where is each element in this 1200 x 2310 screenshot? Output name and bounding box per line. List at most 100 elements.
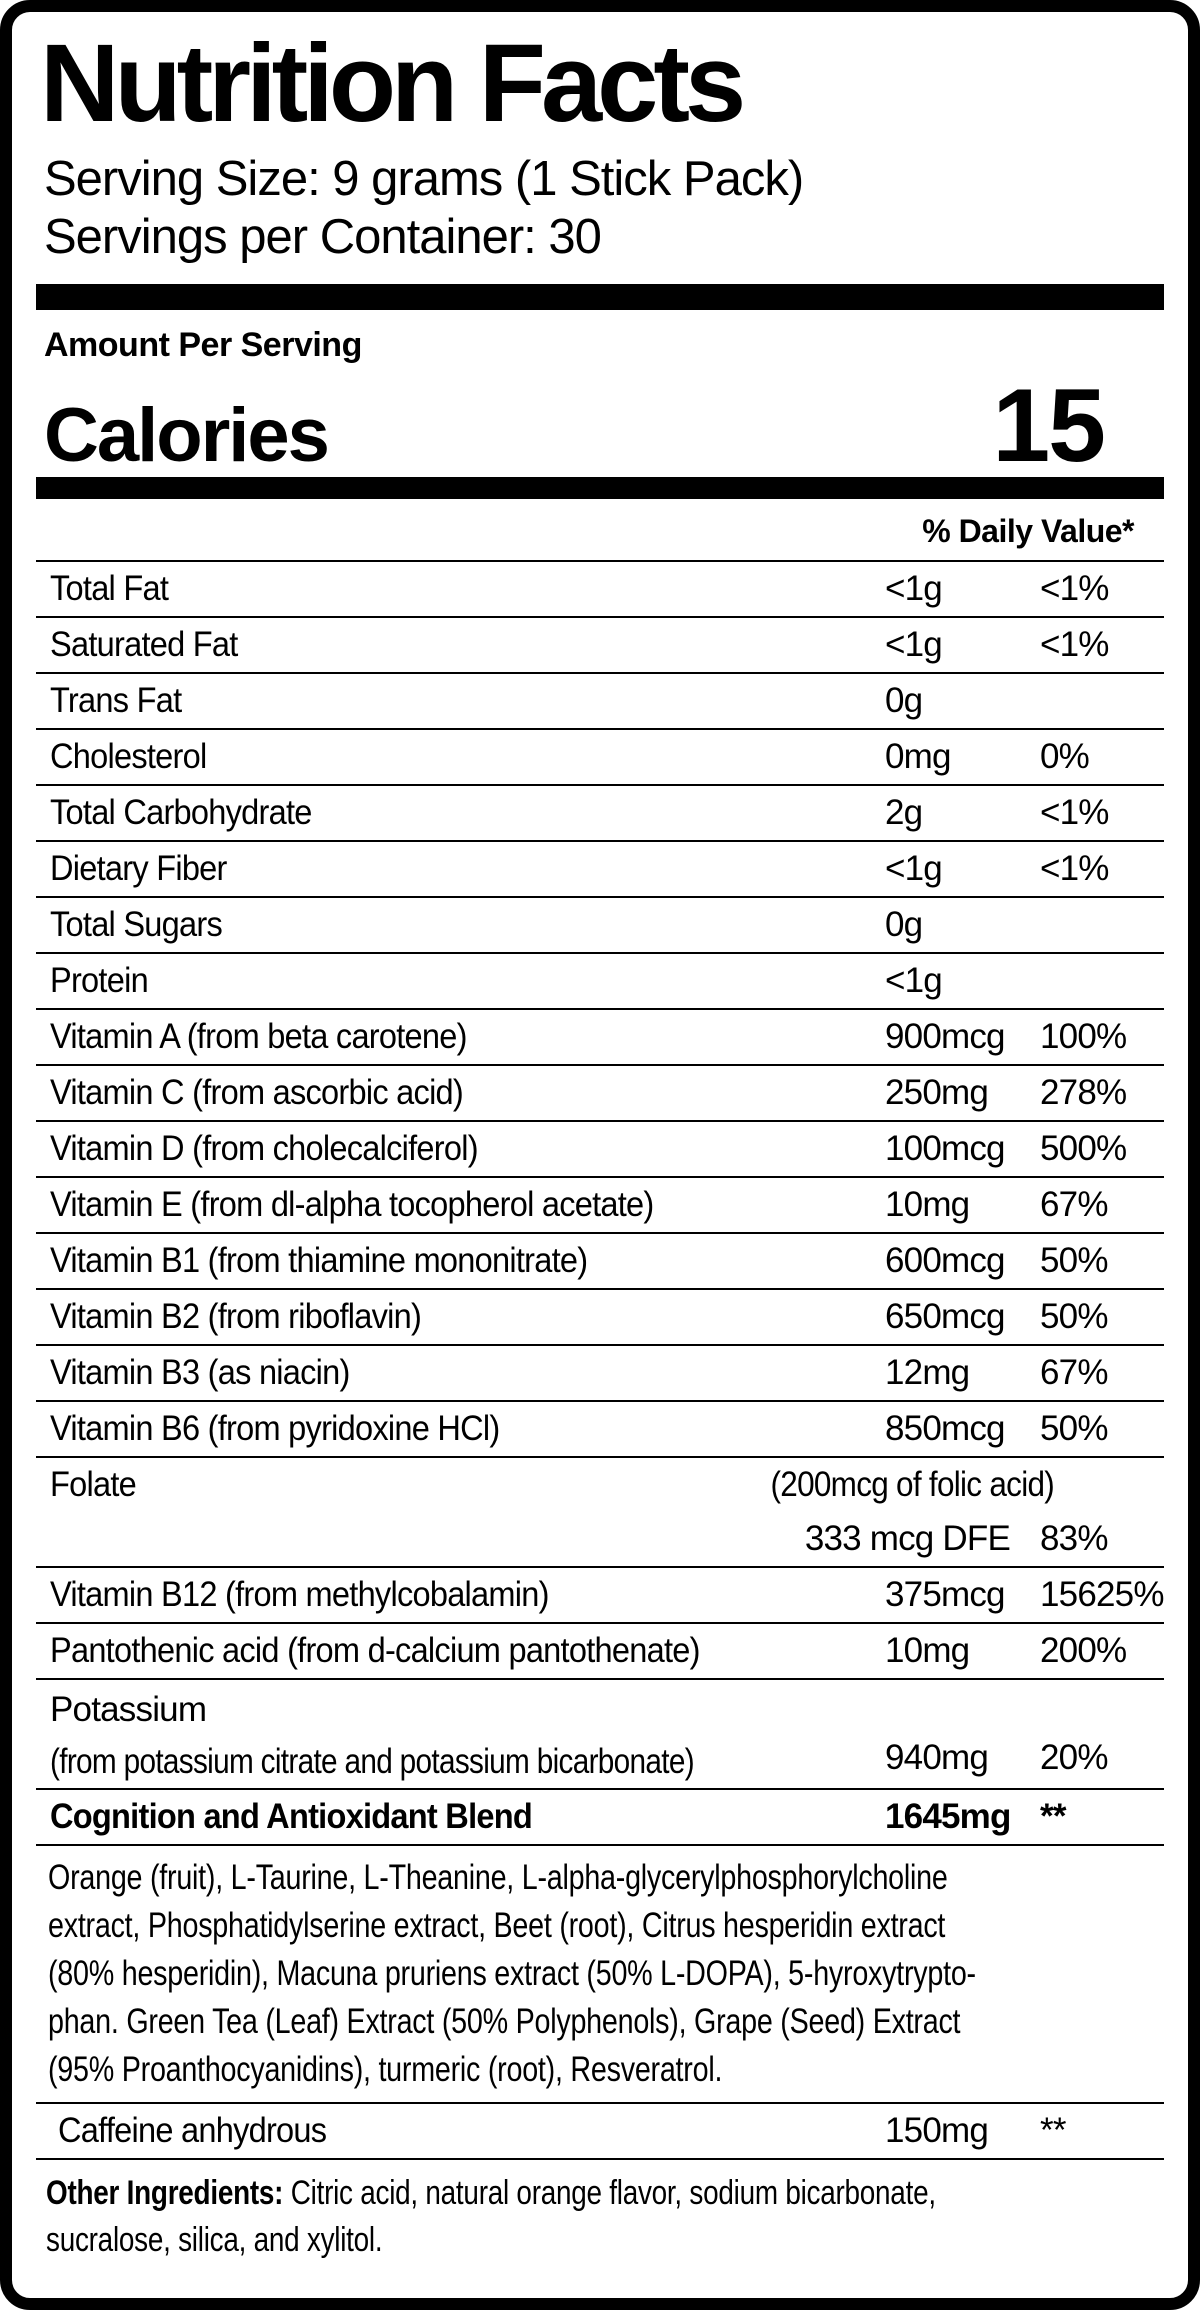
nutrient-amount: <1g <box>885 625 943 664</box>
blend-ingredients-line: Orange (fruit), L-Taurine, L-Theanine, L… <box>48 1858 948 1897</box>
nutrient-dv: 500% <box>1040 1129 1127 1168</box>
nutrient-name: Vitamin C (from ascorbic acid) <box>50 1073 464 1112</box>
other-ingredients-line: Other Ingredients: Citric acid, natural … <box>46 2170 1164 2217</box>
nutrient-row: Total Fat <1g <1% <box>36 562 1164 618</box>
nutrient-dv: 50% <box>1040 1409 1108 1448</box>
nutrient-amount: 2g <box>885 793 923 832</box>
other-ingredients-text: Citric acid, natural orange flavor, sodi… <box>290 2174 936 2212</box>
nutrient-dv: 278% <box>1040 1073 1127 1112</box>
blend-name: Cognition and Antioxidant Blend <box>50 1797 533 1836</box>
nutrient-amount: <1g <box>885 569 943 608</box>
blend-dv: ** <box>1040 1797 1066 1836</box>
nutrient-amount: 375mcg <box>885 1575 1006 1614</box>
blend-ingredients-line: extract, Phosphatidylserine extract, Bee… <box>48 1906 946 1945</box>
nutrient-name: Folate <box>50 1465 137 1504</box>
calories-row: Calories 15 <box>44 367 1106 484</box>
nutrient-dv: 200% <box>1040 1631 1127 1670</box>
nutrient-row: Vitamin B2 (from riboflavin) 650mcg 50% <box>36 1290 1164 1346</box>
nutrient-row: Total Carbohydrate 2g <1% <box>36 786 1164 842</box>
nutrient-dv: <1% <box>1040 849 1109 888</box>
nutrient-name: Vitamin B6 (from pyridoxine HCl) <box>50 1409 500 1448</box>
nutrient-amount: 600mcg <box>885 1241 1006 1280</box>
nutrient-name: Caffeine anhydrous <box>58 2111 327 2150</box>
nutrient-amount: 850mcg <box>885 1409 1006 1448</box>
servings-per-container-text: Servings per Container: 30 <box>44 210 602 264</box>
nutrient-dv: 100% <box>1040 1017 1127 1056</box>
nutrient-row: Vitamin B6 (from pyridoxine HCl) 850mcg … <box>36 1402 1164 1458</box>
nutrient-amount: 900mcg <box>885 1017 1006 1056</box>
nutrient-dv: 67% <box>1040 1353 1108 1392</box>
serving-size-text: Serving Size: 9 grams (1 Stick Pack) <box>44 152 804 206</box>
nutrient-amount: 0g <box>885 681 923 720</box>
nutrient-name: Total Fat <box>50 569 169 608</box>
nutrient-row: Vitamin B12 (from methylcobalamin) 375mc… <box>36 1568 1164 1624</box>
nutrient-row: Pantothenic acid (from d-calcium pantoth… <box>36 1624 1164 1680</box>
nutrient-name: Pantothenic acid (from d-calcium pantoth… <box>50 1631 700 1670</box>
nutrient-dv: ** <box>1040 2111 1066 2150</box>
nutrient-amount: 10mg <box>885 1185 970 1224</box>
nutrient-row: Vitamin A (from beta carotene) 900mcg 10… <box>36 1010 1164 1066</box>
nutrient-amount: <1g <box>885 849 943 888</box>
nutrient-name: Vitamin B3 (as niacin) <box>50 1353 350 1392</box>
amount-per-serving-label: Amount Per Serving <box>44 326 362 364</box>
nutrient-dv: 67% <box>1040 1185 1108 1224</box>
nutrient-name: Potassium (from potassium citrate and po… <box>50 1680 885 1788</box>
nutrient-dv: 20% <box>1040 1738 1108 1777</box>
nutrient-name: Saturated Fat <box>50 625 238 664</box>
nutrient-name: Dietary Fiber <box>50 849 227 888</box>
nutrient-row: Total Sugars 0g <box>36 898 1164 954</box>
potassium-row: Potassium (from potassium citrate and po… <box>36 1680 1164 1790</box>
nutrient-name: Vitamin B2 (from riboflavin) <box>50 1297 422 1336</box>
nutrient-table: Total Fat <1g <1% Saturated Fat <1g <1% … <box>36 562 1164 1846</box>
nutrient-name: Total Carbohydrate <box>50 793 312 832</box>
daily-value-header: % Daily Value* <box>36 499 1164 562</box>
nutrient-amount: 250mg <box>885 1073 989 1112</box>
nutrient-row: Vitamin D (from cholecalciferol) 100mcg … <box>36 1122 1164 1178</box>
nutrient-name: Vitamin B12 (from methylcobalamin) <box>50 1575 549 1614</box>
nutrient-amount: <1g <box>885 961 943 1000</box>
nutrient-row: Vitamin B1 (from thiamine mononitrate) 6… <box>36 1234 1164 1290</box>
nutrient-amount: 0g <box>885 905 923 944</box>
nutrient-row: Cholesterol 0mg 0% <box>36 730 1164 786</box>
nutrient-dv: <1% <box>1040 793 1109 832</box>
nutrient-amount: 0mg <box>885 737 951 776</box>
nutrient-row: Saturated Fat <1g <1% <box>36 618 1164 674</box>
nutrient-amount: 12mg <box>885 1353 970 1392</box>
potassium-source: (from potassium citrate and potassium bi… <box>50 1742 695 1781</box>
nutrient-row: Trans Fat 0g <box>36 674 1164 730</box>
blend-ingredients-paragraph: Orange (fruit), L-Taurine, L-Theanine, L… <box>48 1854 1164 2094</box>
other-ingredients: Other Ingredients: Citric acid, natural … <box>46 2170 1164 2264</box>
nutrient-dv: <1% <box>1040 569 1109 608</box>
nutrient-row: Dietary Fiber <1g <1% <box>36 842 1164 898</box>
blend-amount: 1645mg <box>885 1797 1011 1836</box>
label-title: Nutrition Facts <box>40 22 746 145</box>
nutrient-dv: 50% <box>1040 1297 1108 1336</box>
nutrient-amount: 10mg <box>885 1631 970 1670</box>
nutrient-dv: 50% <box>1040 1241 1108 1280</box>
potassium-name: Potassium <box>50 1690 207 1729</box>
nutrient-row: Vitamin B3 (as niacin) 12mg 67% <box>36 1346 1164 1402</box>
nutrient-name: Vitamin D (from cholecalciferol) <box>50 1129 479 1168</box>
nutrient-amount: 333 mcg DFE <box>804 1519 1011 1558</box>
nutrient-name: Cholesterol <box>50 737 207 776</box>
nutrient-name: Total Sugars <box>50 905 223 944</box>
nutrient-name: Vitamin E (from dl-alpha tocopherol acet… <box>50 1185 654 1224</box>
nutrient-row: Vitamin E (from dl-alpha tocopherol acet… <box>36 1178 1164 1234</box>
nutrient-row: Protein <1g <box>36 954 1164 1010</box>
nutrient-row: Vitamin C (from ascorbic acid) 250mg 278… <box>36 1066 1164 1122</box>
thin-divider-line <box>36 2102 1164 2104</box>
blend-row: Cognition and Antioxidant Blend 1645mg *… <box>36 1790 1164 1846</box>
calories-label: Calories <box>44 393 330 478</box>
nutrient-dv: 83% <box>1040 1519 1108 1558</box>
nutrient-dv: 0% <box>1040 737 1090 776</box>
nutrient-name: Vitamin A (from beta carotene) <box>50 1017 467 1056</box>
nutrient-dv: <1% <box>1040 625 1109 664</box>
medium-divider-bar <box>36 477 1164 499</box>
nutrient-amount: 650mcg <box>885 1297 1006 1336</box>
nutrient-name: Protein <box>50 961 149 1000</box>
folate-note: (200mcg of folic acid) <box>770 1465 1054 1504</box>
folate-row: Folate (200mcg of folic acid) 333 mcg DF… <box>36 1458 1164 1568</box>
other-ingredients-label: Other Ingredients: <box>46 2174 284 2212</box>
nutrient-name: Vitamin B1 (from thiamine mononitrate) <box>50 1241 588 1280</box>
